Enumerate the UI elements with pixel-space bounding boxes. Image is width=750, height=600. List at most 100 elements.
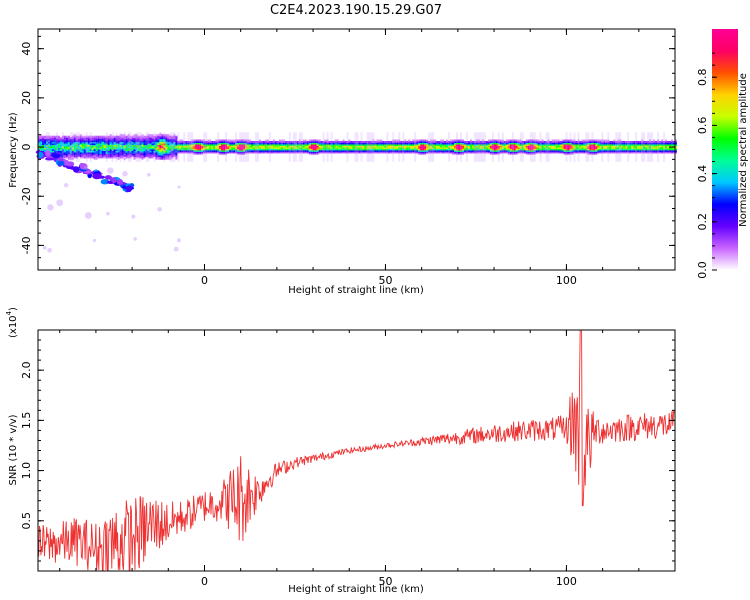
heatmap-cell [290, 141, 293, 143]
heatmap-cell [342, 148, 345, 151]
heatmap-cell [472, 151, 474, 154]
heatmap-cell [207, 149, 210, 152]
heatmap-cell [48, 141, 50, 144]
heatmap-cell [187, 149, 190, 152]
heatmap-cell [521, 151, 524, 154]
heatmap-cell [354, 149, 357, 152]
heatmap-cell [171, 140, 174, 143]
heatmap-cell [99, 138, 102, 141]
heatmap-cell [509, 142, 512, 145]
heatmap-cell [571, 142, 574, 145]
heatmap-cell [481, 142, 484, 145]
heatmap-cell [109, 138, 112, 141]
heatmap-cell [133, 149, 136, 151]
heatmap-cell [483, 149, 486, 152]
heatmap-cell [71, 144, 74, 147]
heatmap-cell [517, 148, 520, 151]
heatmap-cell [251, 141, 253, 143]
heatmap-cell [511, 146, 514, 149]
heatmap-cell [101, 138, 104, 141]
heatmap-cell [374, 146, 377, 149]
heatmap-cell [553, 139, 556, 142]
heatmap-cell [173, 137, 176, 140]
heatmap-cell [607, 139, 610, 142]
heatmap-cell [456, 145, 458, 148]
heatmap-cell [161, 153, 164, 156]
heatmap-cell [545, 141, 548, 143]
heatmap-cell [109, 149, 112, 151]
heatmap-cell [501, 144, 504, 146]
heatmap-cell [237, 141, 240, 143]
heatmap-cell [657, 148, 660, 151]
heatmap-cell [565, 132, 568, 162]
heatmap-cell [253, 142, 255, 145]
heatmap-cell [183, 145, 186, 148]
heatmap-cell [91, 137, 94, 140]
heatmap-cell [169, 138, 172, 141]
heatmap-cell [657, 145, 660, 148]
heatmap-cell [231, 139, 234, 142]
heatmap-cell [354, 141, 357, 143]
heatmap-cell [450, 139, 453, 142]
heatmap-cell [262, 146, 265, 149]
heatmap-cell [159, 135, 162, 138]
heatmap-cell [249, 144, 251, 146]
heatmap-cell [91, 156, 94, 159]
heatmap-cell [629, 145, 632, 148]
heatmap-cell [579, 145, 582, 148]
heatmap-cell [237, 152, 240, 155]
heatmap-cell [79, 144, 82, 147]
heatmap-cell [394, 148, 397, 151]
heatmap-cell [569, 145, 572, 148]
heatmap-cell [599, 148, 602, 151]
heatmap-cell [525, 149, 528, 152]
heatmap-cell [517, 145, 520, 148]
heatmap-cell [426, 148, 429, 151]
heatmap-cell [129, 132, 132, 162]
heatmap-cell [167, 157, 170, 160]
heatmap-cell [175, 143, 178, 146]
heatmap-cell [197, 148, 200, 151]
heatmap-cell [493, 144, 496, 146]
heatmap-cell [83, 146, 86, 148]
heatmap-cell [260, 142, 263, 145]
heatmap-cell [553, 151, 556, 154]
heatmap-cell [237, 139, 240, 142]
heatmap-cell [239, 148, 242, 151]
heatmap-cell [334, 146, 337, 149]
heatmap-cell [539, 149, 542, 152]
heatmap-cell [219, 148, 222, 151]
heatmap-cell [145, 137, 148, 140]
heatmap-cell [346, 144, 349, 146]
heatmap-cell [193, 139, 196, 142]
heatmap-cell [257, 146, 259, 149]
heatmap-cell [296, 142, 299, 145]
heatmap-cell [330, 145, 333, 148]
heatmap-cell [105, 146, 108, 148]
heatmap-cell [497, 152, 500, 155]
heatmap-cell [589, 139, 592, 142]
heatmap-cell [647, 144, 650, 146]
heatmap-cell [452, 142, 454, 145]
heatmap-cell [623, 149, 626, 152]
heatmap-cell [284, 151, 287, 154]
heatmap-cell [366, 148, 369, 151]
heatmap-cell [505, 139, 508, 142]
heatmap-cell [360, 146, 363, 149]
heatmap-cell [103, 140, 106, 143]
heatmap-cell [221, 152, 224, 155]
heatmap-cell [344, 149, 347, 152]
heatmap-cell [418, 145, 421, 148]
heatmap-cell [93, 141, 96, 144]
heatmap-cell [485, 148, 488, 151]
heatmap-cell [274, 141, 277, 143]
heatmap-cell [372, 142, 375, 145]
heatmap-cell [481, 151, 484, 154]
heatmap-cell [477, 149, 480, 152]
heatmap-cell [109, 153, 112, 156]
heatmap-cell [75, 144, 78, 147]
heatmap-cell [601, 132, 604, 162]
heatmap-cell [609, 149, 612, 152]
